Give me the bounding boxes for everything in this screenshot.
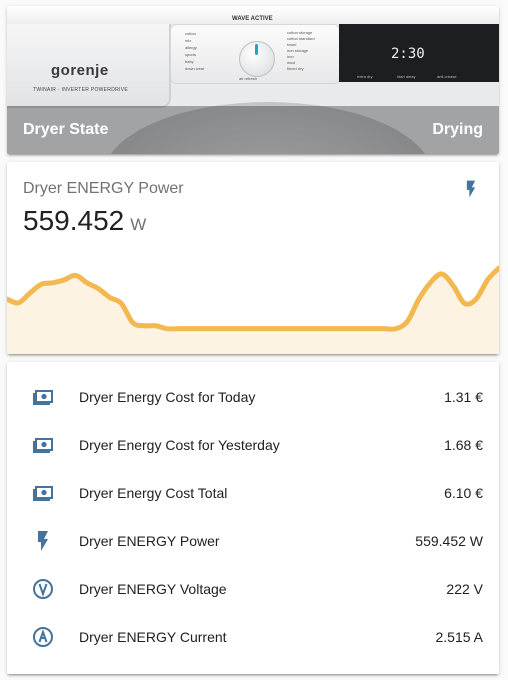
flash-icon <box>466 180 476 198</box>
alpha-a-circle-outline-icon <box>33 627 53 647</box>
entity-row-cost-total[interactable]: Dryer Energy Cost Total 6.10 € <box>7 473 499 513</box>
dryer-picture-card[interactable]: WAVE ACTIVE gorenje TWINAIR · INVERTER P… <box>7 6 499 154</box>
series-label: WAVE ACTIVE <box>232 16 273 22</box>
entity-row-current[interactable]: Dryer ENERGY Current 2.515 A <box>7 617 499 657</box>
cash-multiple-icon <box>33 438 53 453</box>
graph-value: 559.452 W <box>23 205 146 237</box>
picture-caption: Dryer State Drying <box>7 106 499 154</box>
power-series-line <box>7 265 499 332</box>
entity-name: Dryer Energy Cost for Today <box>79 389 256 405</box>
flash-icon <box>38 531 48 551</box>
entity-name: Dryer ENERGY Current <box>79 629 227 645</box>
entity-row-cost-today[interactable]: Dryer Energy Cost for Today 1.31 € <box>7 377 499 417</box>
graph-value-unit: W <box>130 215 147 234</box>
alpha-v-circle-outline-icon <box>33 579 53 599</box>
entity-name: Dryer ENERGY Power <box>79 533 220 549</box>
entity-row-voltage[interactable]: Dryer ENERGY Voltage 222 V <box>7 569 499 609</box>
entities-card: Dryer Energy Cost for Today 1.31 € Dryer… <box>7 362 499 674</box>
appliance-display: 2:30 extra dry start delay anti crease <box>339 24 499 82</box>
entity-value: 559.452 W <box>415 533 483 549</box>
power-chart <box>7 265 499 354</box>
display-time: 2:30 <box>391 46 425 62</box>
entity-name: Dryer ENERGY Voltage <box>79 581 227 597</box>
entity-value: 2.515 A <box>435 629 484 645</box>
entity-value: 222 V <box>446 581 483 597</box>
graph-title: Dryer ENERGY Power <box>23 180 184 197</box>
graph-value-number: 559.452 <box>23 205 125 236</box>
caption-state: Drying <box>432 121 483 138</box>
entity-value: 1.68 € <box>444 437 483 453</box>
entity-name: Dryer Energy Cost Total <box>79 485 228 501</box>
entity-row-cost-yesterday[interactable]: Dryer Energy Cost for Yesterday 1.68 € <box>7 425 499 465</box>
dryer-image: WAVE ACTIVE gorenje TWINAIR · INVERTER P… <box>7 6 499 154</box>
program-knob <box>239 41 275 77</box>
power-graph-card[interactable]: Dryer ENERGY Power 559.452 W <box>7 162 499 354</box>
cash-multiple-icon <box>33 390 53 405</box>
entity-value: 1.31 € <box>444 389 483 405</box>
brand-panel: gorenje TWINAIR · INVERTER POWERDRIVE <box>7 24 171 108</box>
control-panel: cotton mix allergy sports baby down wear… <box>170 24 340 84</box>
entity-row-power[interactable]: Dryer ENERGY Power 559.452 W <box>7 521 499 561</box>
cash-multiple-icon <box>33 486 53 501</box>
entity-value: 6.10 € <box>444 485 483 501</box>
caption-title: Dryer State <box>23 121 109 138</box>
power-area-fill <box>7 268 499 354</box>
brand-logo: gorenje <box>51 62 109 79</box>
entity-name: Dryer Energy Cost for Yesterday <box>79 437 280 453</box>
sub-brand: TWINAIR · INVERTER POWERDRIVE <box>33 87 129 93</box>
